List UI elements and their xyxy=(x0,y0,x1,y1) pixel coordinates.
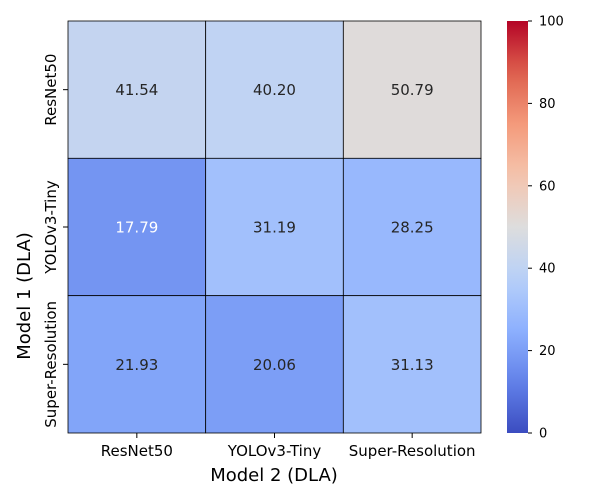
heatmap-cell-value: 28.25 xyxy=(391,219,434,237)
x-axis-ticks: ResNet50 YOLOv3-Tiny Super-Resolution xyxy=(101,433,476,460)
colorbar-tick-label: 40 xyxy=(539,262,556,277)
colorbar-tick-label: 80 xyxy=(539,97,556,112)
x-tick-label: Super-Resolution xyxy=(349,442,476,460)
heatmap-cell-value: 31.13 xyxy=(391,356,434,374)
heatmap-cell-value: 20.06 xyxy=(253,356,296,374)
heatmap-cell xyxy=(342,20,482,159)
colorbar-tick-label: 60 xyxy=(539,179,556,194)
heatmap-cell xyxy=(67,295,207,434)
heatmap-value-labels: 41.54 40.20 50.79 17.79 31.19 28.25 21.93 20.06… xyxy=(115,81,433,374)
colorbar-tick-label: 20 xyxy=(539,344,556,359)
heatmap-cell-value: 40.20 xyxy=(253,81,296,99)
y-axis-ticks: ResNet50 YOLOv3-Tiny Super-Resolution xyxy=(42,54,68,428)
x-tick-label: ResNet50 xyxy=(101,442,173,460)
heatmap-cell-value: 50.79 xyxy=(391,81,434,99)
colorbar-tick-label: 0 xyxy=(539,427,547,442)
y-tick-label: Super-Resolution xyxy=(42,301,60,428)
heatmap-cell-value: 21.93 xyxy=(115,356,158,374)
heatmap-cell xyxy=(67,20,207,159)
heatmap-cell xyxy=(67,157,207,297)
colorbar-gradient xyxy=(507,21,528,433)
heatmap-cell-value: 41.54 xyxy=(115,81,158,99)
y-axis-title: Model 1 (DLA) xyxy=(14,232,35,360)
x-tick-label: YOLOv3-Tiny xyxy=(227,442,322,460)
heatmap-cell-value: 17.79 xyxy=(115,219,158,237)
heatmap-cell xyxy=(342,157,482,297)
x-axis-title: Model 2 (DLA) xyxy=(210,465,338,486)
heatmap-cell-value: 31.19 xyxy=(253,219,296,237)
heatmap-cell xyxy=(205,295,344,434)
colorbar-tick-label: 100 xyxy=(539,15,564,30)
y-tick-label: ResNet50 xyxy=(42,54,60,126)
heatmap-cells xyxy=(67,20,482,434)
colorbar: 0 20 40 60 80 100 xyxy=(507,15,564,442)
heatmap-cell xyxy=(205,20,344,159)
y-tick-label: YOLOv3-Tiny xyxy=(42,180,60,275)
heatmap-cell xyxy=(205,157,344,297)
colorbar-ticks: 0 20 40 60 80 100 xyxy=(528,15,564,442)
